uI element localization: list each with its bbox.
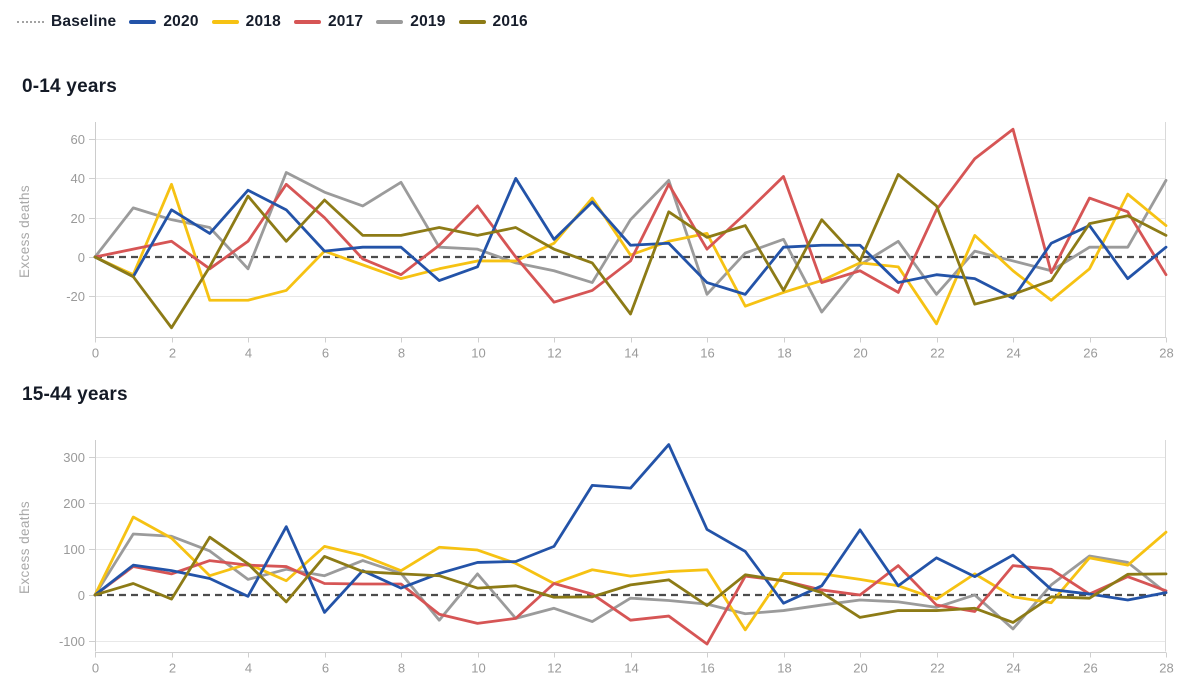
legend-swatch-2017 [293,20,321,24]
x-tick-label: 4 [245,346,252,361]
x-tick-label: 16 [700,661,714,676]
x-tick-label: 26 [1083,346,1097,361]
x-tick-label: 22 [930,346,944,361]
legend-label: Baseline [51,13,117,30]
x-tick-label: 20 [853,346,867,361]
x-tick-label: 16 [700,346,714,361]
legend-swatch-2019 [376,20,404,24]
x-tick-label: 14 [624,661,638,676]
legend-item-baseline[interactable]: Baseline [17,13,116,31]
series-line-2019 [93,532,1168,631]
legend-label: 2016 [492,13,528,30]
x-tick-label: 2 [169,661,176,676]
x-tick-label: 8 [398,346,405,361]
y-tick-label: 40 [71,171,85,186]
series-line-2016 [93,535,1168,624]
x-tick-label: 26 [1083,661,1097,676]
y-tick-label: -100 [59,634,85,649]
x-tick-label: 10 [471,661,485,676]
legend-swatch-2016 [458,20,486,24]
x-tick-label: 12 [547,346,561,361]
chart-title-0-14: 0-14 years [22,76,117,97]
x-tick-label: 0 [92,661,99,676]
y-tick-label: -20 [66,289,85,304]
series-line-2018 [93,182,1168,326]
x-tick-label: 6 [322,661,329,676]
series-line-2020 [93,443,1168,614]
x-tick-label: 10 [471,346,485,361]
x-tick-label: 18 [777,661,791,676]
x-tick-label: 24 [1006,346,1020,361]
legend-swatch-baseline [17,21,44,23]
x-tick-label: 20 [853,661,867,676]
legend-label: 2018 [245,13,281,30]
x-tick-label: 0 [92,346,99,361]
legend-label: 2019 [410,13,446,30]
legend-item-2016[interactable]: 2016 [458,13,528,31]
legend-label: 2017 [327,13,364,30]
x-tick-label: 14 [624,346,638,361]
y-tick-label: 200 [63,496,85,511]
series-line-2018 [93,515,1168,632]
legend-item-2020[interactable]: 2020 [129,13,198,31]
legend-label: 2020 [163,13,199,30]
y-tick-label: 300 [63,450,85,465]
series-line-2017 [93,559,1168,646]
legend-swatch-2018 [211,20,239,24]
legend-swatch-2020 [129,20,157,24]
x-tick-label: 4 [245,661,252,676]
x-tick-label: 12 [547,661,561,676]
series-line-2020 [93,177,1168,300]
x-tick-label: 2 [169,346,176,361]
x-tick-label: 6 [322,346,329,361]
series-line-2016 [93,173,1168,330]
legend-item-2019[interactable]: 2019 [376,13,445,31]
series-line-2017 [93,127,1168,304]
y-tick-label: 0 [78,588,85,603]
x-tick-label: 22 [930,661,944,676]
y-tick-label: 100 [63,542,85,557]
y-tick-label: 20 [71,211,85,226]
legend-item-2017[interactable]: 2017 [293,13,364,31]
y-tick-label: 60 [71,132,85,147]
x-tick-label: 8 [398,661,405,676]
x-tick-label: 28 [1159,661,1173,676]
legend-item-2018[interactable]: 2018 [211,13,281,31]
x-tick-label: 24 [1006,661,1020,676]
legend: Baseline 2020 2018 2017 2019 2016 [17,13,528,31]
x-tick-label: 28 [1159,346,1173,361]
y-tick-label: 0 [78,250,85,265]
x-tick-label: 18 [777,346,791,361]
chart-title-15-44: 15-44 years [22,384,128,405]
